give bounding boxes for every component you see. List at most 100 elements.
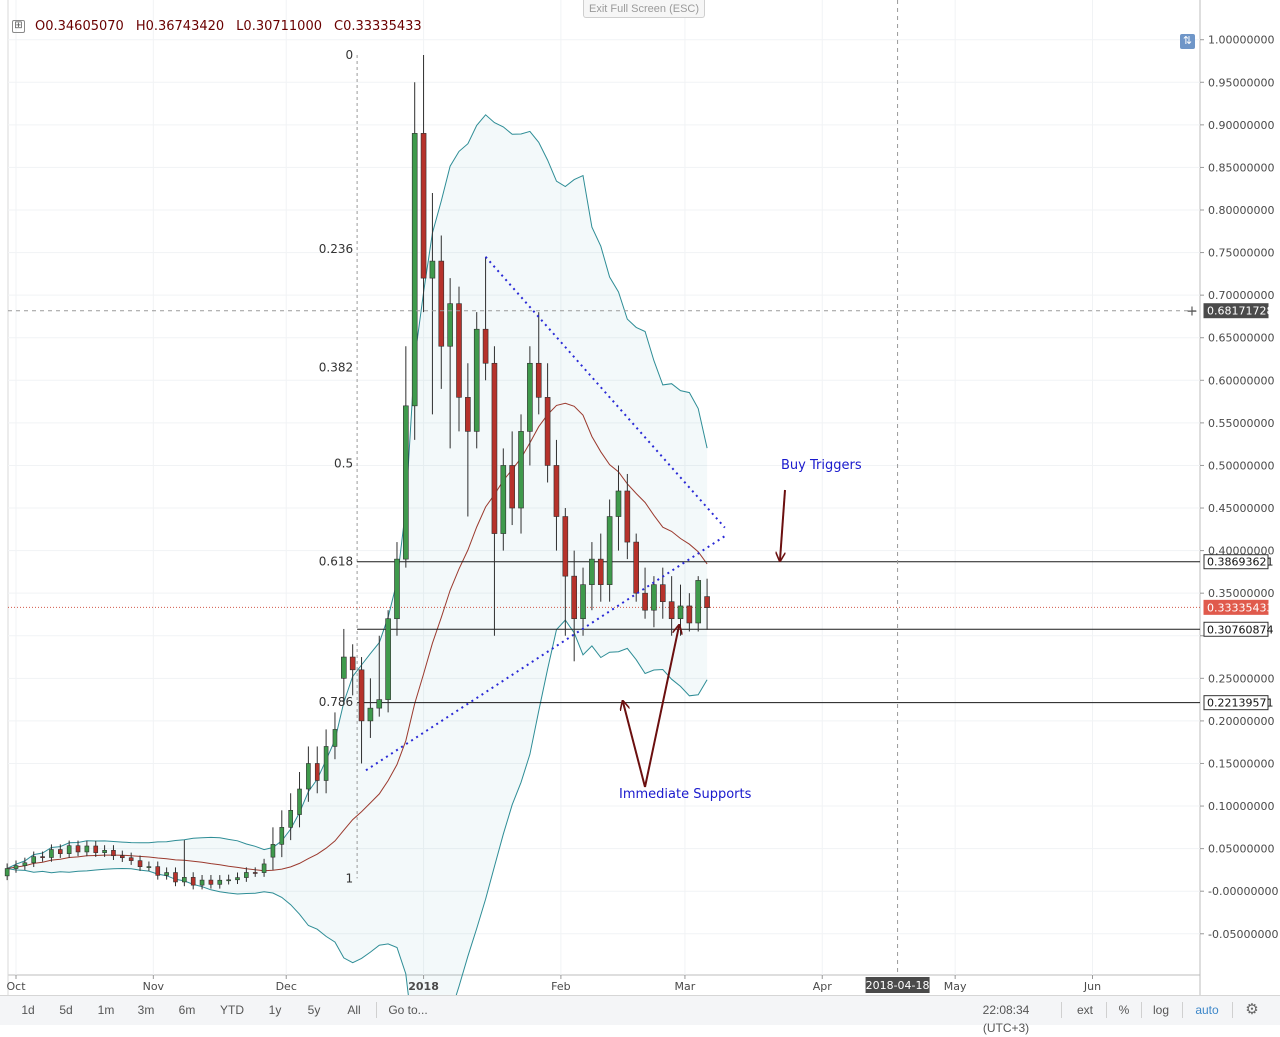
candle-body <box>518 431 524 509</box>
candle-body <box>624 490 631 543</box>
exit-fullscreen-button[interactable]: Exit Full Screen (ESC) <box>583 0 705 18</box>
annotation-arrow <box>623 702 646 788</box>
candle-body <box>394 558 400 620</box>
candle-body <box>438 260 445 347</box>
candle-body <box>173 872 178 883</box>
bottom-toolbar: 1d 5d 1m 3m 6m YTD 1y 5y All Go to... 22… <box>0 995 1280 1035</box>
price-label-crosshair: 0.68171728 <box>1207 305 1273 318</box>
price-label-box <box>1203 554 1269 570</box>
candle-body <box>385 618 391 700</box>
time-tick-label: Nov <box>143 980 165 993</box>
price-label-box <box>1203 621 1269 637</box>
bollinger-basis-line <box>7 402 708 872</box>
triangle-pattern <box>365 256 726 772</box>
crosshair-date-label: 2018-04-18 <box>866 979 930 992</box>
candle-body <box>31 856 37 864</box>
time-tick-label: Mar <box>675 980 696 993</box>
range-1y-button[interactable]: 1y <box>268 1003 282 1017</box>
immediate-supports-annotation: Immediate Supports <box>619 787 752 802</box>
range-1d-button[interactable]: 1d <box>21 1003 35 1017</box>
range-ytd-button[interactable]: YTD <box>220 1003 244 1017</box>
price-label-last: 0.33335433 <box>1207 601 1273 614</box>
time-axis: Oct Nov Dec 2018 Feb Mar Apr May Jun 2018-04-18 <box>6 975 1101 993</box>
price-tick-label: 1.00000000 <box>1208 34 1274 47</box>
scale-settings-icon[interactable]: ⇅ <box>1180 34 1195 49</box>
candle-body <box>456 303 462 398</box>
price-label-box <box>1203 695 1269 711</box>
fib-level-label: 0.786 <box>319 695 353 709</box>
candlesticks <box>341 55 710 764</box>
fib-level-label: 1 <box>345 871 353 885</box>
bottom-separator <box>1106 1002 1107 1018</box>
ohlc-legend: ⊞ O0.34605070 H0.36743420 L0.30711000 C0… <box>12 16 428 36</box>
price-tick-label: 0.65000000 <box>1208 332 1274 345</box>
time-tick-label: May <box>944 980 967 993</box>
history-candles <box>4 712 338 890</box>
candle-body <box>13 865 19 869</box>
candle-body <box>102 850 107 853</box>
candle-body <box>465 397 471 432</box>
candle-body <box>199 879 205 886</box>
candle-body <box>358 669 365 722</box>
time-tick-label: 2018 <box>408 980 439 993</box>
candle-body <box>500 465 507 534</box>
price-tick-label: 0.20000000 <box>1208 715 1274 728</box>
candle-body <box>314 763 320 781</box>
candle-body <box>297 788 302 815</box>
candle-body <box>164 872 169 876</box>
ohlc-close: C0.33335433 <box>334 18 422 34</box>
fib-level-label: 0.382 <box>319 361 353 375</box>
price-tick-label: 0.90000000 <box>1208 119 1274 132</box>
candle-body <box>527 362 533 432</box>
candle-body <box>182 877 187 883</box>
price-tick-label: 0.45000000 <box>1208 502 1274 515</box>
range-3m-button[interactable]: 3m <box>137 1003 155 1017</box>
candle-body <box>226 879 231 882</box>
candle-body <box>695 580 702 624</box>
grid <box>8 0 1200 975</box>
candle-body <box>270 844 276 858</box>
price-label-line: 0.22139571 <box>1207 697 1273 710</box>
auto-scale-button[interactable]: auto <box>1195 1003 1219 1017</box>
price-tick-label: 0.55000000 <box>1208 417 1274 430</box>
candle-body <box>137 860 143 867</box>
candle-body <box>66 845 72 854</box>
price-tick-label: 0.10000000 <box>1208 800 1274 813</box>
percent-scale-button[interactable]: % <box>1118 1003 1130 1017</box>
range-5d-button[interactable]: 5d <box>59 1003 73 1017</box>
legend-toggle-icon[interactable]: ⊞ <box>12 19 25 33</box>
candle-body <box>651 584 657 611</box>
candle-body <box>615 490 622 517</box>
range-6m-button[interactable]: 6m <box>178 1003 196 1017</box>
fib-level-label: 0.236 <box>319 242 353 256</box>
candle-body <box>633 541 640 594</box>
candle-body <box>349 656 356 671</box>
ohlc-open: O0.34605070 <box>35 18 124 34</box>
candle-body <box>217 879 223 885</box>
go-to-date-button[interactable]: Go to... <box>388 1003 428 1017</box>
candle-body <box>429 260 436 279</box>
fib-level-label: 0 <box>345 48 353 62</box>
range-5y-button[interactable]: 5y <box>307 1003 321 1017</box>
candle-body <box>235 877 240 881</box>
candle-body <box>155 866 161 876</box>
candle-body <box>306 763 311 790</box>
candle-body <box>75 845 81 853</box>
crosshair-plus-icon: + <box>1186 304 1198 320</box>
annotation-arrow <box>780 489 786 560</box>
log-scale-button[interactable]: log <box>1152 1003 1169 1017</box>
price-tick-label: 0.80000000 <box>1208 204 1274 217</box>
clock-timezone[interactable]: 22:08:34 (UTC+3) <box>982 1003 1030 1035</box>
candle-body <box>535 362 542 398</box>
range-all-button[interactable]: All <box>347 1003 361 1017</box>
gear-icon[interactable]: ⚙ <box>1245 1001 1259 1018</box>
time-tick-label: Apr <box>813 980 833 993</box>
time-tick-label: Dec <box>276 980 297 993</box>
candle-body <box>677 605 684 620</box>
extended-hours-button[interactable]: ext <box>1076 1003 1093 1017</box>
range-1m-button[interactable]: 1m <box>97 1003 115 1017</box>
bottom-separator <box>1141 1002 1142 1018</box>
candle-body <box>659 584 666 602</box>
candle-body <box>580 584 586 620</box>
